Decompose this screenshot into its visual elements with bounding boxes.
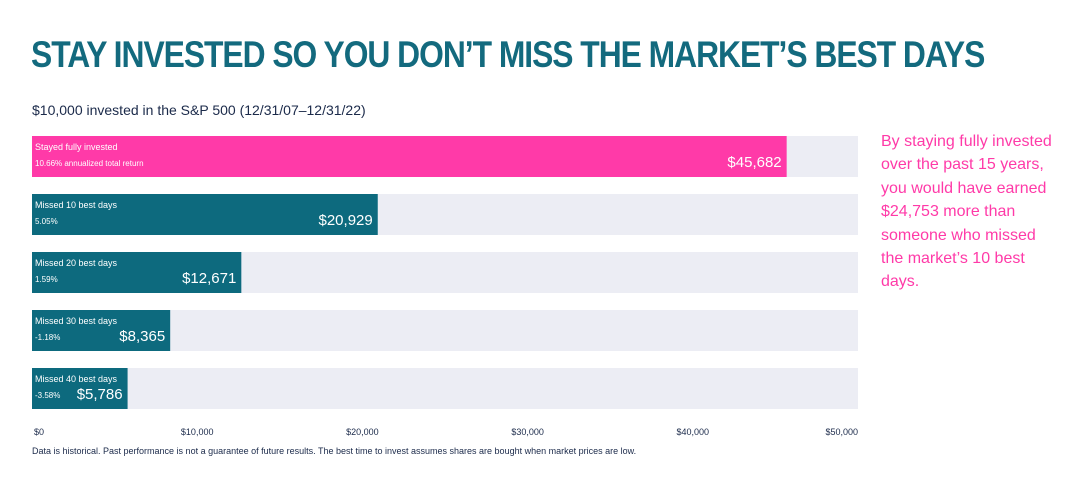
x-tick-label: $20,000 bbox=[346, 427, 379, 437]
bar bbox=[32, 194, 378, 235]
bar bbox=[32, 310, 171, 351]
bar bbox=[32, 136, 787, 177]
bar-track bbox=[32, 368, 858, 409]
bar-value-label: $12,671 bbox=[182, 270, 236, 287]
x-tick-label: $40,000 bbox=[677, 427, 710, 437]
x-tick-label: $0 bbox=[34, 427, 44, 437]
bar-sublabel: -1.18% bbox=[35, 333, 60, 342]
x-tick-label: $50,000 bbox=[825, 427, 858, 437]
footnote: Data is historical. Past performance is … bbox=[32, 446, 637, 456]
x-tick-label: $30,000 bbox=[511, 427, 544, 437]
chart-subtitle: $10,000 invested in the S&P 500 (12/31/0… bbox=[32, 102, 366, 118]
bar-category-label: Missed 30 best days bbox=[35, 316, 118, 326]
bar bbox=[32, 368, 128, 409]
bar-value-label: $45,682 bbox=[727, 154, 781, 171]
bar-value-label: $8,365 bbox=[119, 328, 165, 345]
bar-sublabel: -3.58% bbox=[35, 391, 60, 400]
bar-category-label: Stayed fully invested bbox=[35, 142, 118, 152]
bar-sublabel: 1.59% bbox=[35, 275, 58, 284]
bar bbox=[32, 252, 242, 293]
bar-category-label: Missed 10 best days bbox=[35, 200, 118, 210]
bar-category-label: Missed 40 best days bbox=[35, 374, 118, 384]
bar-value-label: $5,786 bbox=[77, 386, 123, 403]
bar-sublabel: 10.66% annualized total return bbox=[35, 159, 144, 168]
bar-sublabel: 5.05% bbox=[35, 217, 58, 226]
bar-value-label: $20,929 bbox=[319, 212, 373, 229]
bar-category-label: Missed 20 best days bbox=[35, 258, 118, 268]
x-tick-label: $10,000 bbox=[181, 427, 214, 437]
callout-text: By staying fully invested over the past … bbox=[881, 133, 1052, 291]
page-title: STAY INVESTED SO YOU DON’T MISS THE MARK… bbox=[31, 34, 985, 75]
